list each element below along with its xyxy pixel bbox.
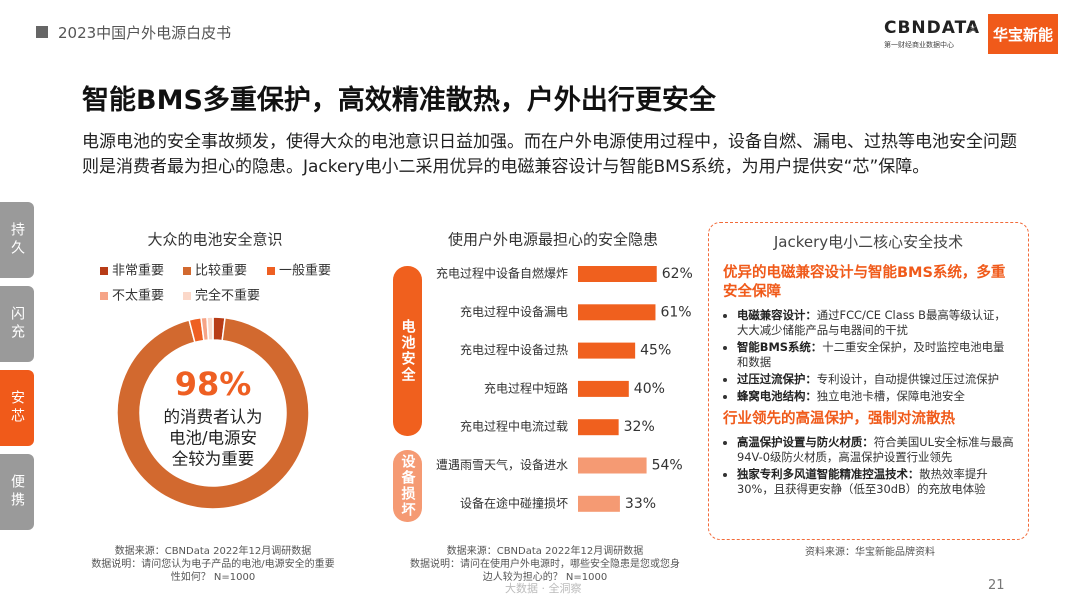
tech-item-label: 智能BMS系统： bbox=[737, 340, 823, 354]
side-tab: 闪充 bbox=[0, 286, 34, 362]
logo-huabao: 华宝新能 bbox=[988, 14, 1058, 54]
report-name: 2023中国户外电源白皮书 bbox=[58, 24, 232, 42]
side-tab: 安芯 bbox=[0, 370, 34, 446]
donut-center-text: 电池/电源安 bbox=[169, 429, 257, 448]
bar bbox=[578, 266, 657, 282]
tech-list: 高温保护设置与防火材质：符合美国UL安全标准与最高94V-0级防火材质，高温保护… bbox=[723, 435, 1014, 497]
bar-category: 遭遇雨雪天气，设备进水 bbox=[436, 457, 568, 472]
bar-value-label: 62% bbox=[662, 266, 693, 282]
tech-item-text: 符合美国UL安全标准与最高94V-0级防火材质，高温保护设置行业领先 bbox=[737, 435, 1014, 464]
donut-segment bbox=[206, 316, 214, 341]
bar bbox=[578, 304, 656, 321]
tech-heading: 优异的电磁兼容设计与智能BMS系统，多重安全保障 bbox=[723, 265, 1006, 300]
tech-item-text: 十二重安全保护，及时监控电池电量和数据 bbox=[737, 340, 1005, 369]
legend-label: 比较重要 bbox=[195, 263, 247, 279]
tech-item-label: 高温保护设置与防火材质： bbox=[737, 435, 874, 449]
bar-category: 充电过程中电流过载 bbox=[460, 419, 568, 434]
bar-value-label: 33% bbox=[625, 496, 656, 512]
tech-panel: Jackery电小二核心安全技术 优异的电磁兼容设计与智能BMS系统，多重安全保… bbox=[708, 222, 1029, 540]
logo-subtitle: 第一财经商业数据中心 bbox=[884, 41, 954, 49]
tech-item-label: 独家专利多风道智能精准控温技术： bbox=[737, 467, 920, 481]
tech-item: 独家专利多风道智能精准控温技术：散热效率提升30%，且获得更安静（低至30dB）… bbox=[737, 467, 1014, 497]
tech-item: 电磁兼容设计：通过FCC/CE Class B最高等级认证，大大减少储能产品与电… bbox=[737, 308, 1014, 338]
tech-item-text: 通过FCC/CE Class B最高等级认证，大大减少储能产品与电器间的干扰 bbox=[737, 308, 1006, 337]
bar bbox=[578, 342, 636, 359]
slide-title: 智能BMS多重保护，高效精准散热，户外出行更安全 bbox=[82, 85, 716, 116]
donut-source: 数据来源：CBNData 2022年12月调研数据 bbox=[114, 546, 312, 557]
tech-title: Jackery电小二核心安全技术 bbox=[773, 233, 964, 251]
logo-separator: × bbox=[968, 22, 979, 36]
tech-item: 高温保护设置与防火材质：符合美国UL安全标准与最高94V-0级防火材质，高温保护… bbox=[737, 435, 1014, 465]
tech-source: 资料来源：华宝新能品牌资料 bbox=[805, 547, 935, 558]
legend-label: 一般重要 bbox=[279, 263, 331, 279]
legend-swatch bbox=[183, 292, 191, 300]
donut-center-value: 98% bbox=[175, 365, 252, 403]
tech-heading: 行业领先的高温保护，强制对流散热 bbox=[723, 411, 955, 427]
tech-item-text: 专利设计，自动提供镍过压过流保护 bbox=[816, 372, 1000, 386]
logo-cbndata: CBNDATA bbox=[884, 18, 981, 38]
legend-swatch bbox=[183, 267, 191, 275]
tech-item: 智能BMS系统：十二重安全保护，及时监控电池电量和数据 bbox=[737, 340, 1014, 370]
bar bbox=[578, 495, 620, 512]
tech-sections: 优异的电磁兼容设计与智能BMS系统，多重安全保障电磁兼容设计：通过FCC/CE … bbox=[723, 264, 1014, 497]
intro: 电源电池的安全事故频发，使得大众的电池意识日益加强。而在户外电源使用过程中，设备… bbox=[82, 132, 1017, 177]
bar-value-label: 54% bbox=[652, 458, 683, 474]
tech-item-label: 电磁兼容设计： bbox=[737, 308, 817, 322]
bar-note: 数据说明：请问在使用户外电源时，哪些安全隐患是您或您身边人较为担心的？ N=10… bbox=[410, 559, 680, 583]
bar-title: 使用户外电源最担心的安全隐患 bbox=[448, 231, 658, 249]
tech-item-text: 独立电池卡槽，保障电池安全 bbox=[816, 389, 965, 403]
bar-category: 充电过程中设备自燃爆炸 bbox=[436, 266, 568, 281]
legend-label: 非常重要 bbox=[112, 263, 164, 279]
bar-category: 充电过程中设备过热 bbox=[460, 342, 568, 357]
bar-value-label: 32% bbox=[624, 419, 655, 435]
bar-category: 充电过程中设备漏电 bbox=[460, 304, 568, 319]
legend-swatch bbox=[100, 267, 108, 275]
bar bbox=[578, 457, 647, 474]
bar-value-label: 40% bbox=[634, 381, 665, 397]
legend-swatch bbox=[100, 292, 108, 300]
donut-title: 大众的电池安全意识 bbox=[147, 231, 282, 249]
bar bbox=[578, 419, 619, 436]
bar-source: 数据来源：CBNData 2022年12月调研数据 bbox=[446, 546, 644, 557]
tech-list: 电磁兼容设计：通过FCC/CE Class B最高等级认证，大大减少储能产品与电… bbox=[723, 308, 1014, 404]
bar-value-label: 45% bbox=[640, 343, 671, 359]
page-number: 21 bbox=[988, 578, 1005, 593]
side-tab: 便携 bbox=[0, 454, 34, 530]
header-marker bbox=[36, 26, 48, 38]
donut-segment bbox=[116, 316, 310, 510]
group-label: 电池安全 bbox=[400, 318, 417, 383]
group-label: 设备损坏 bbox=[400, 454, 417, 518]
legend-swatch bbox=[267, 267, 275, 275]
legend-label: 完全不重要 bbox=[195, 288, 260, 304]
tech-item-text: 散热效率提升30%，且获得更安静（低至30dB）的充放电体验 bbox=[737, 467, 988, 496]
bar-category: 充电过程中短路 bbox=[484, 380, 568, 395]
tech-item: 过压过流保护：专利设计，自动提供镍过压过流保护 bbox=[737, 372, 1014, 387]
group-pill bbox=[393, 450, 422, 522]
donut-center-text: 的消费者认为 bbox=[164, 408, 263, 427]
watermark: 大数据 · 全洞察 bbox=[505, 582, 582, 595]
bar-category: 设备在途中碰撞损坏 bbox=[460, 495, 568, 510]
side-tab: 持久 bbox=[0, 202, 34, 278]
donut-note: 数据说明：请问您认为电子产品的电池/电源安全的重要性如何？ N=1000 bbox=[91, 559, 335, 583]
tech-item-label: 蜂窝电池结构： bbox=[737, 389, 817, 403]
legend-label: 不太重要 bbox=[112, 288, 164, 304]
bar-value-label: 61% bbox=[660, 304, 691, 320]
tech-item-label: 过压过流保护： bbox=[737, 372, 817, 386]
donut-center-text: 全较为重要 bbox=[172, 450, 255, 469]
tech-item: 蜂窝电池结构：独立电池卡槽，保障电池安全 bbox=[737, 389, 1014, 404]
group-pill bbox=[393, 266, 422, 436]
bar bbox=[578, 380, 629, 397]
